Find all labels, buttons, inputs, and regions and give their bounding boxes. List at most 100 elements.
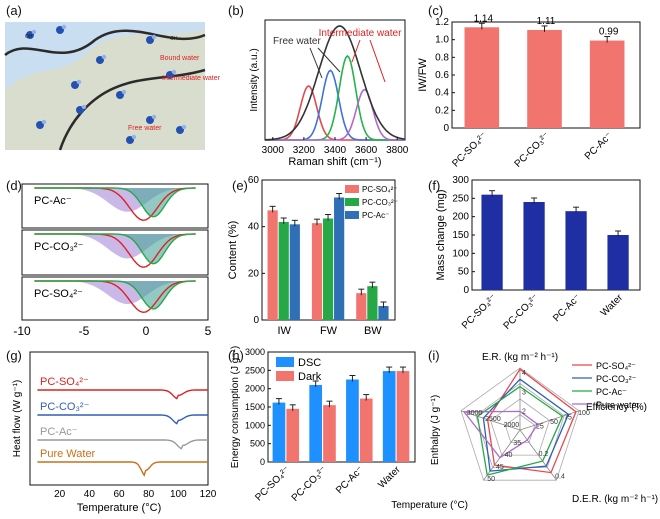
y-axis-title: Heat flow (W g⁻¹) [12, 380, 23, 458]
dsc-curve [34, 233, 196, 265]
radar-axis-label: E.R. (kg m⁻² h⁻¹) [482, 352, 558, 363]
bar [565, 211, 587, 290]
water-molecule [26, 31, 34, 39]
x-tick-label: 0 [143, 324, 150, 338]
y-tick-label: 1000 [245, 420, 265, 430]
x-axis-title: Temperature (°C) [77, 502, 161, 514]
x-tick-label: PC-CO₃²⁻ [513, 130, 553, 170]
sample-label: PC-Ac⁻ [40, 426, 78, 438]
x-tick-label: -10 [13, 324, 31, 338]
x-tick-label: 3200 [293, 145, 316, 156]
bar [286, 408, 300, 462]
legend-label: PC-CO₃²⁻ [596, 374, 637, 384]
bar [323, 405, 336, 462]
water-molecule [36, 121, 44, 129]
raman-envelope [264, 25, 406, 141]
x-tick-label: BW [364, 325, 382, 337]
water-molecule [101, 54, 107, 60]
panel-a: (a) OH OH Bound water Intermediate water Free… [4, 3, 221, 151]
panel-d: (d) PC-Ac⁻ PC-CO₃²⁻ PC-SO₄²⁻ -10 -5 0 5 [6, 178, 212, 338]
panel-f: (f) 0 50 100 150 200 250 300 PC-SO₄²⁻ PC-CO₃²⁻ PC-… [428, 175, 641, 332]
bar [523, 202, 545, 290]
polymer-chain [4, 29, 206, 57]
y-tick-label: 200 [452, 212, 469, 223]
radar-axis-label: Efficiency (%) [586, 402, 647, 413]
y-tick-label: 3000 [245, 347, 265, 357]
water-molecule [71, 81, 79, 89]
y-tick-label: 500 [250, 439, 265, 449]
data-label: 0.99 [599, 27, 619, 38]
y-tick-label: 0.4 [435, 88, 449, 99]
legend-label: PC-SO₄²⁻ [362, 185, 398, 194]
x-tick-label: PC-SO₄²⁻ [460, 292, 499, 331]
legend-swatch [345, 198, 359, 206]
x-tick-label: PC-Ac⁻ [551, 292, 583, 324]
radar-tick-label: 4 [522, 370, 526, 377]
y-tick-label: 0 [260, 457, 265, 467]
bar [272, 402, 286, 462]
arrow [351, 39, 361, 63]
radar-grid [504, 414, 536, 443]
data-label: 1.14 [474, 13, 494, 24]
water-molecule [76, 106, 84, 114]
y-axis-title: Mass change (mg) [435, 189, 447, 280]
radar-tick-label: 25 [536, 423, 544, 430]
legend-swatch [345, 185, 359, 193]
sample-label: Pure Water [40, 448, 96, 460]
radar-tick-label: 50 [487, 476, 495, 483]
y-tick-label: 300 [452, 175, 469, 186]
panel-label: (b) [228, 3, 244, 18]
radar-axis-label: Enthalpy (J g⁻¹) [430, 395, 441, 465]
water-molecule [146, 116, 154, 124]
bar [359, 398, 373, 462]
x-tick-label: 100 [170, 489, 187, 500]
radar-tick-label: 0.2 [539, 451, 549, 458]
water-molecule [96, 56, 104, 64]
dsc-curve [34, 280, 196, 310]
bar [311, 223, 323, 320]
panel-b: (b) 3000 3200 3400 3600 3800 Raman shift (cm⁻¹… [228, 3, 409, 168]
y-tick-label: 0 [253, 315, 259, 326]
x-tick-label: PC-CO₃²⁻ [290, 464, 330, 504]
radar-tick-label: 100 [578, 410, 590, 417]
water-molecule [171, 69, 177, 75]
bar [481, 194, 503, 290]
y-tick-label: 0 [443, 123, 449, 134]
sample-label: PC-SO₄²⁻ [34, 288, 83, 300]
legend-swatch [345, 211, 359, 219]
water-molecule [31, 29, 37, 35]
bar [607, 235, 629, 290]
water-molecule [76, 79, 82, 85]
sample-label: PC-Ac⁻ [34, 195, 72, 207]
bar [527, 29, 562, 129]
heat-flow-curve [37, 461, 208, 477]
panel-label: (d) [6, 178, 22, 193]
x-tick-label: 3000 [262, 145, 285, 156]
oh-label: OH [170, 36, 178, 42]
water-molecule [151, 34, 157, 40]
bar [378, 306, 389, 320]
radar-tick-label: 3000 [467, 410, 483, 417]
radar-axis-label: D.E.R. (kg m⁻² h⁻¹) [572, 494, 658, 505]
intermediate-water-label: Intermediate water [162, 75, 221, 82]
water-molecule [146, 36, 154, 44]
panel-label: (c) [428, 3, 443, 18]
x-tick-label: Water [376, 464, 403, 491]
x-tick-label: PC-Ac⁻ [583, 130, 615, 162]
x-tick-label: PC-SO₄²⁻ [450, 130, 489, 169]
radar-axis-label: Temperature (°C) [391, 500, 468, 511]
dsc-curve [34, 187, 196, 218]
water-molecule [166, 71, 174, 79]
x-tick-label: 3400 [324, 145, 347, 156]
legend-swatch [276, 371, 294, 381]
heat-flow-curve [37, 414, 208, 425]
y-tick-label: 100 [452, 248, 469, 259]
x-tick-label: FW [320, 325, 338, 337]
legend-label: PC-SO₄²⁻ [596, 361, 636, 371]
x-tick-label: PC-CO₃²⁻ [502, 292, 542, 332]
polymer-chain [58, 68, 206, 151]
x-tick-label: PC-Ac⁻ [334, 464, 366, 496]
water-molecule [41, 119, 47, 125]
x-tick-label: 20 [54, 489, 66, 500]
plot-frame [29, 351, 209, 486]
